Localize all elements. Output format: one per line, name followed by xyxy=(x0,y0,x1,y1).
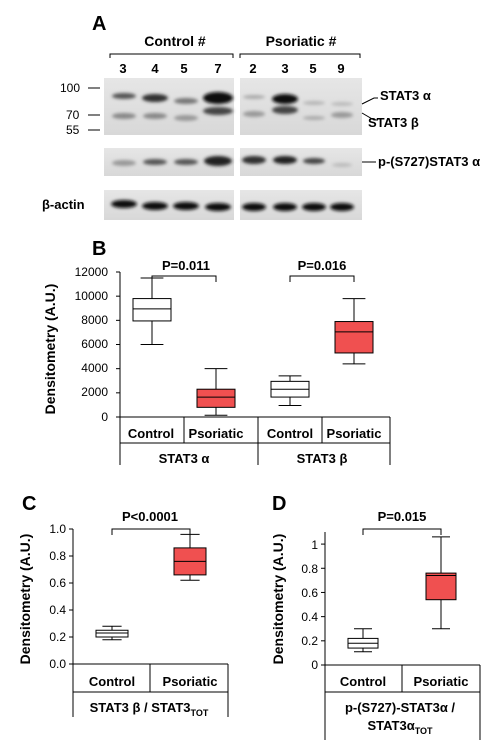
b-y-tick-label: 4000 xyxy=(81,361,108,375)
c-y-tick-label: 0.4 xyxy=(49,603,66,617)
c-y-tick-label: 1.0 xyxy=(49,522,66,536)
c-y-tick-label: 0.8 xyxy=(49,549,66,563)
b-axes xyxy=(116,271,391,465)
b-y-tick-label: 10000 xyxy=(75,289,109,303)
mw-marker-55: 55 xyxy=(66,123,80,137)
box xyxy=(95,629,129,638)
c-group-label-main: STAT3 β / STAT3 xyxy=(90,700,191,715)
b-y-axis-label: Densitometry (A.U.) xyxy=(42,284,58,415)
b-category-label: Psoriatic xyxy=(327,426,382,441)
b-y-tick-label: 12000 xyxy=(75,265,109,279)
panel-label-b: B xyxy=(92,238,106,260)
d-group-label-line2-main: STAT3α xyxy=(367,718,414,733)
box xyxy=(196,388,236,408)
b-group-label: STAT3 β xyxy=(297,451,348,466)
significance-bracket xyxy=(111,528,191,535)
c-y-axis-label: Densitometry (A.U.) xyxy=(17,534,33,665)
panel-label-c: C xyxy=(22,493,36,515)
d-y-tick-label: 0.8 xyxy=(301,562,318,576)
d-y-tick-label: 0 xyxy=(311,658,318,672)
c-y-tick-label: 0.2 xyxy=(49,630,66,644)
c-category-label: Psoriatic xyxy=(163,674,218,689)
stat3-blot-image xyxy=(104,78,362,135)
c-boxes xyxy=(95,528,207,641)
significance-bracket xyxy=(151,275,217,282)
panel-b: B Densitometry (A.U.) 0 2000 4000 6000 8… xyxy=(42,238,391,466)
c-significance-label: P<0.0001 xyxy=(122,509,178,524)
b-y-tick-label: 2000 xyxy=(81,385,108,399)
lane-number: 5 xyxy=(309,61,316,76)
b-y-tick-label: 6000 xyxy=(81,337,108,351)
b-category-label: Control xyxy=(267,426,313,441)
lane-number: 9 xyxy=(337,61,344,76)
b-group-label: STAT3 α xyxy=(159,451,210,466)
d-y-tick-label: 0.2 xyxy=(301,634,318,648)
control-header: Control # xyxy=(144,33,206,49)
c-y-tick-label: 0.0 xyxy=(49,657,66,671)
b-y-tick-label: 0 xyxy=(101,410,108,424)
d-category-label: Psoriatic xyxy=(414,674,469,689)
c-group-label: STAT3 β / STAT3TOT xyxy=(90,700,209,718)
panel-label-d: D xyxy=(272,493,286,515)
band-label-actin: β-actin xyxy=(42,197,85,212)
panel-c: C Densitometry (A.U.) 0.0 0.2 0.4 0.6 0.… xyxy=(17,493,229,718)
band-label-stat3-beta: STAT3 β xyxy=(368,115,419,130)
d-group-label-line2-sub: TOT xyxy=(415,726,433,736)
d-boxes xyxy=(347,528,457,653)
panel-d: D Densitometry (A.U.) 0 0.2 0.4 0.6 0.8 … xyxy=(270,493,481,740)
psoriatic-header: Psoriatic # xyxy=(266,33,337,49)
b-category-label: Control xyxy=(128,426,174,441)
c-axes xyxy=(69,528,229,717)
d-category-label: Control xyxy=(340,674,386,689)
panel-label-a: A xyxy=(92,13,106,35)
d-group-label-line2: STAT3αTOT xyxy=(367,718,433,736)
lane-number: 3 xyxy=(281,61,288,76)
mw-marker-70: 70 xyxy=(66,108,80,122)
b-y-tick-labels: 0 2000 4000 6000 8000 10000 12000 xyxy=(75,265,109,424)
box xyxy=(334,321,374,354)
d-y-tick-label: 0.6 xyxy=(301,586,318,600)
lane-number: 2 xyxy=(249,61,256,76)
actin-blot-image xyxy=(104,190,362,220)
c-y-tick-label: 0.6 xyxy=(49,576,66,590)
panel-a: A Control # Psoriatic # 3 4 5 7 2 3 5 9 … xyxy=(42,13,480,220)
d-significance-label: P=0.015 xyxy=(378,509,427,524)
significance-bracket xyxy=(362,528,442,535)
d-group-label-line1: p-(S727)-STAT3α / xyxy=(345,700,455,715)
lane-number: 7 xyxy=(214,61,221,76)
band-label-p-stat3: p-(S727)STAT3 α xyxy=(378,154,480,169)
significance-bracket xyxy=(289,275,355,282)
box xyxy=(132,298,172,322)
d-y-axis-label: Densitometry (A.U.) xyxy=(270,534,286,665)
b-y-tick-label: 8000 xyxy=(81,313,108,327)
control-bracket xyxy=(109,53,234,58)
mw-marker-100: 100 xyxy=(60,81,80,95)
lane-number: 3 xyxy=(119,61,126,76)
b-category-label: Psoriatic xyxy=(189,426,244,441)
lane-numbers: 3 4 5 7 2 3 5 9 xyxy=(119,61,344,76)
d-axes xyxy=(321,532,481,740)
psoriatic-bracket xyxy=(239,53,361,58)
c-group-label-sub: TOT xyxy=(191,708,209,718)
lane-number: 5 xyxy=(180,61,187,76)
p-stat3-blot-image xyxy=(104,148,362,176)
lane-number: 4 xyxy=(151,61,159,76)
c-category-label: Control xyxy=(89,674,135,689)
b-significance-label: P=0.011 xyxy=(162,258,210,273)
d-y-tick-label: 1 xyxy=(311,538,318,552)
d-y-tick-label: 0.4 xyxy=(301,610,318,624)
b-boxes xyxy=(132,275,374,416)
b-significance-label: P=0.016 xyxy=(298,258,347,273)
band-label-stat3-alpha: STAT3 α xyxy=(380,88,431,103)
box xyxy=(425,572,457,601)
